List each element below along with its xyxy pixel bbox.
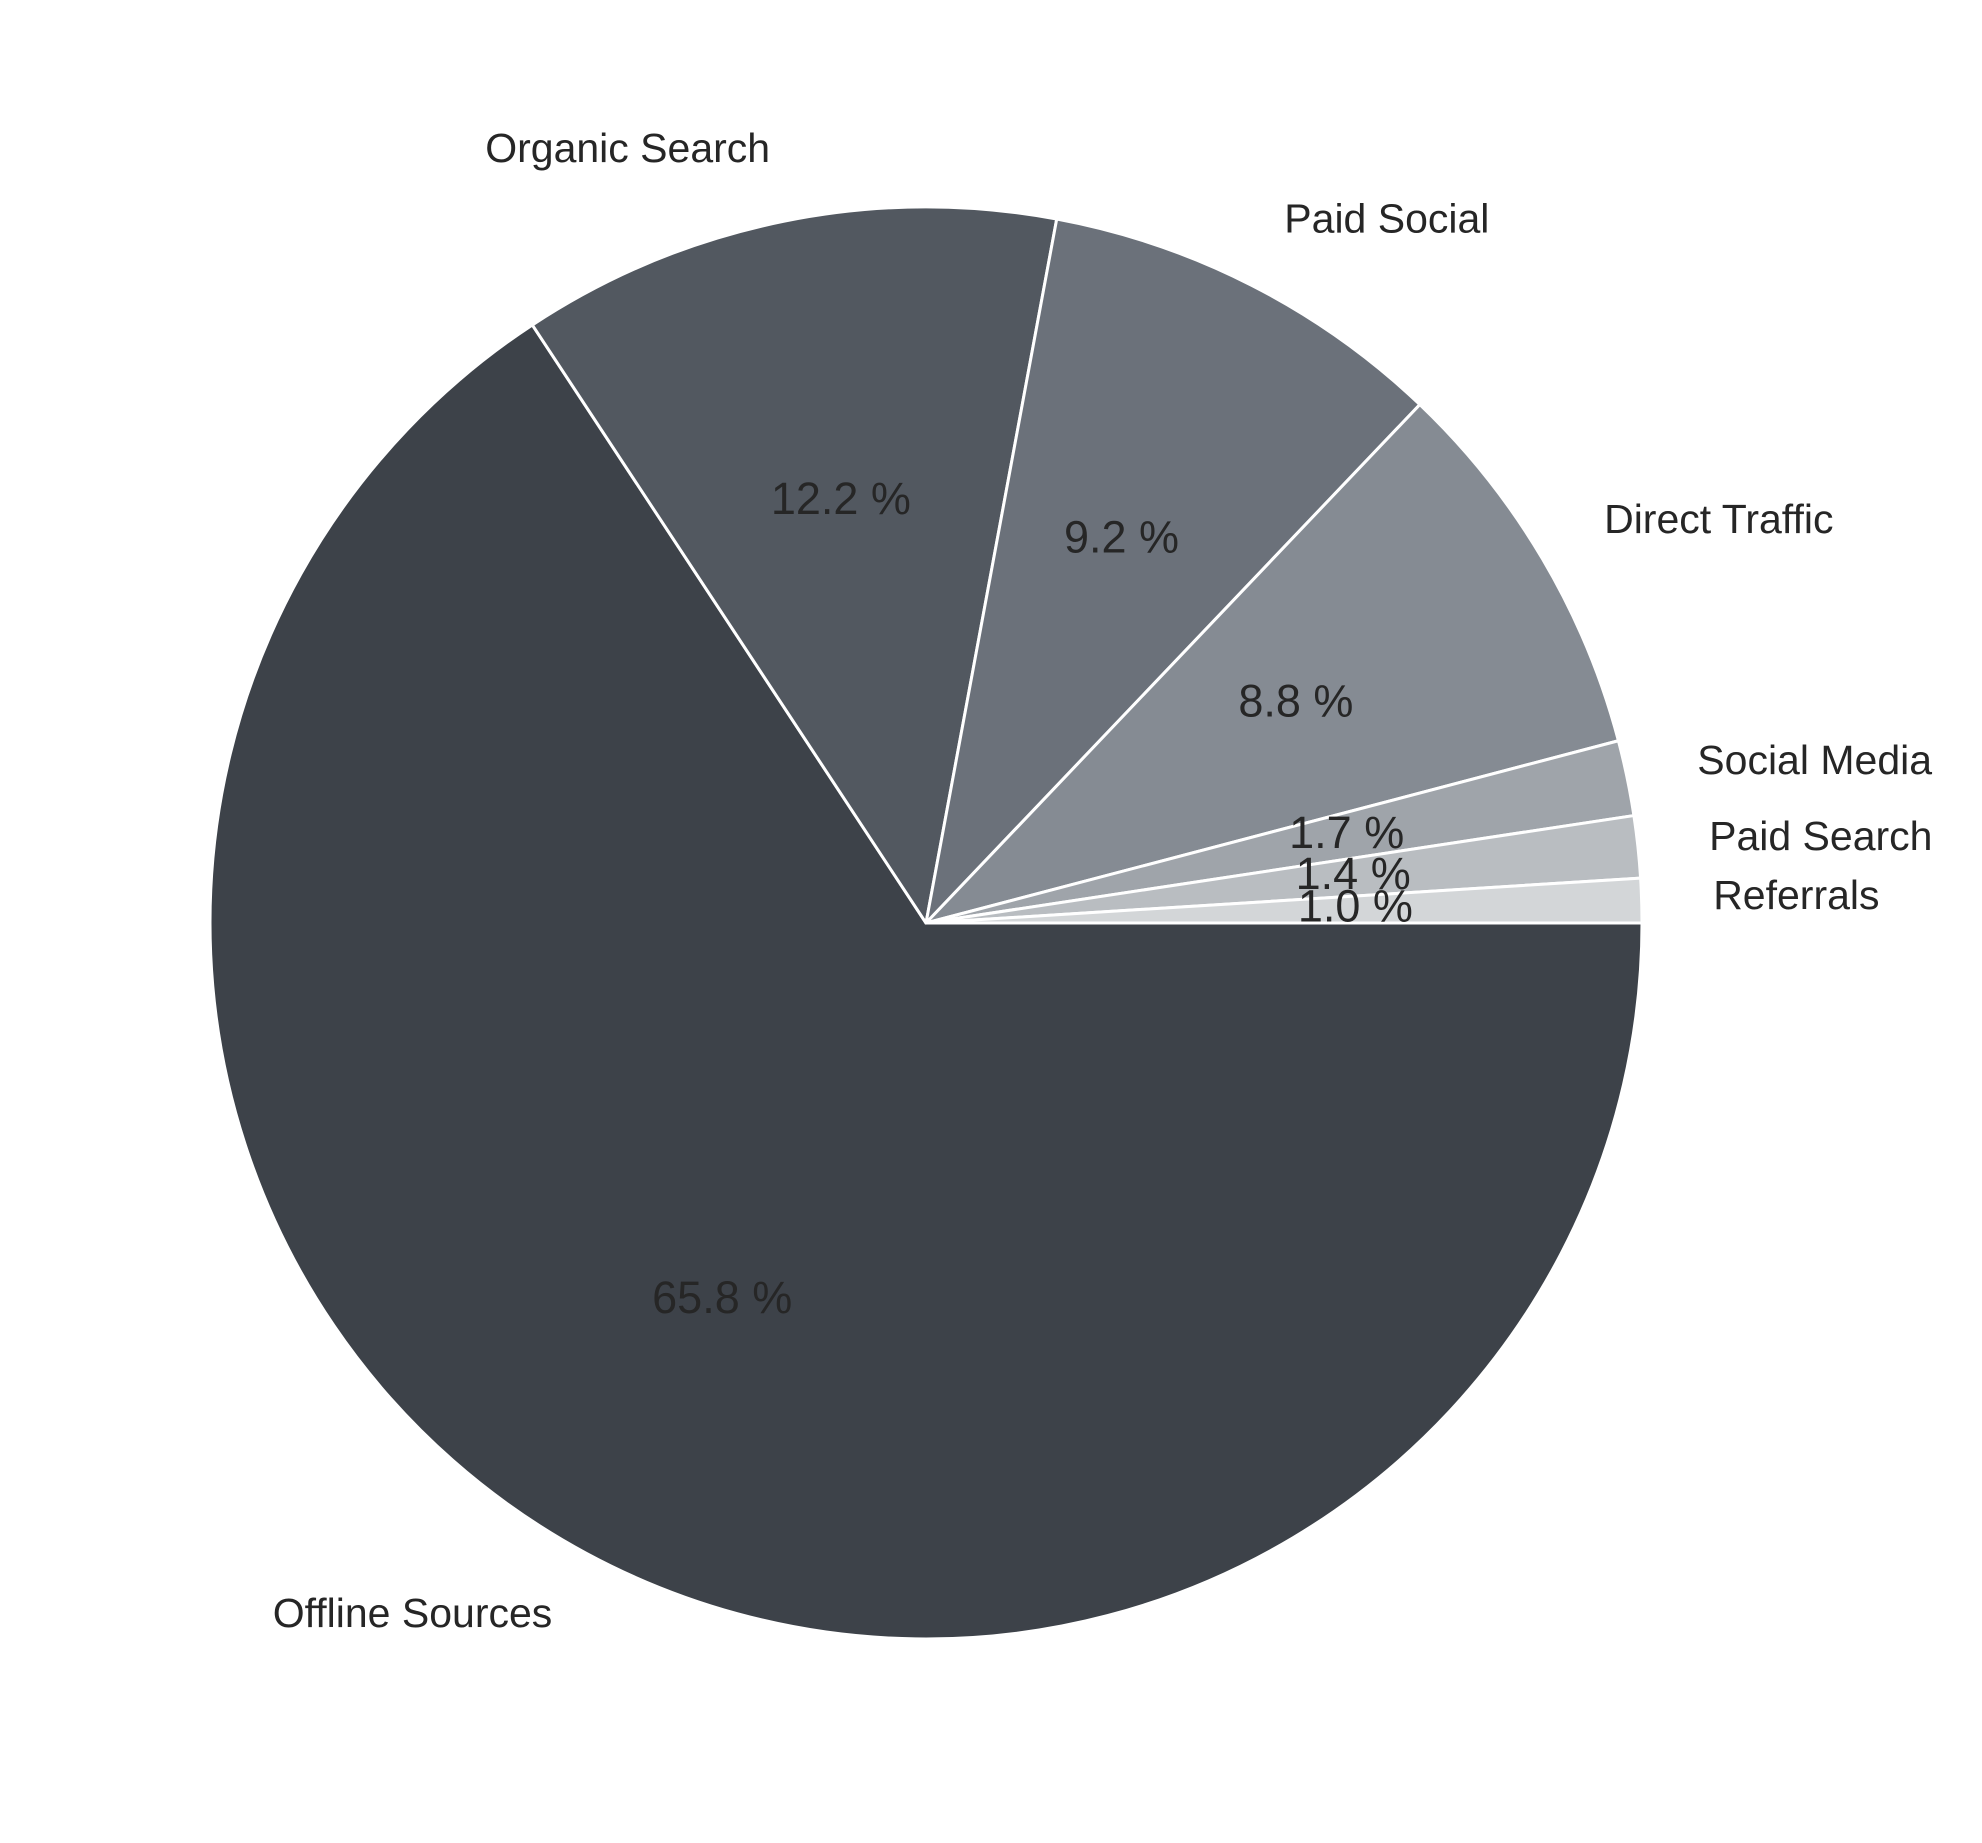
percent-label-offline-sources: 65.8 % bbox=[652, 1272, 792, 1323]
slice-organic-search bbox=[530, 205, 1059, 925]
slice-offline-sources bbox=[208, 323, 1644, 1641]
percent-labels: 65.8 % 12.2 % 9.2 % 8.8 % 1.7 %1.4 %1.0 % bbox=[652, 473, 1413, 1323]
percent-label-social-media: 1.7 % bbox=[1289, 807, 1404, 858]
slice-label-direct-traffic: Direct Traffic bbox=[1604, 496, 1833, 542]
slice-label-paid-social: Paid Social bbox=[1284, 195, 1489, 241]
slice-referrals bbox=[924, 876, 1644, 925]
slice-label-offline-sources: Offline Sources bbox=[273, 1590, 553, 1636]
percent-label-paid-search: 1.4 % bbox=[1296, 848, 1411, 899]
slice-label-paid-search: Paid Search bbox=[1709, 813, 1932, 859]
slice-labels: Offline Sources Organic Search Paid Social… bbox=[273, 125, 1933, 1636]
slice-label-organic-search: Organic Search bbox=[485, 125, 770, 171]
percent-label-paid-social: 9.2 % bbox=[1064, 511, 1179, 562]
percent-label-direct-traffic: 8.8 % bbox=[1238, 675, 1353, 726]
slice-direct-traffic bbox=[924, 403, 1620, 925]
pie-slices bbox=[208, 205, 1644, 1641]
percent-label-organic-search: 12.2 % bbox=[771, 473, 911, 524]
slice-label-referrals: Referrals bbox=[1713, 872, 1879, 918]
slice-label-social-media: Social Media bbox=[1697, 737, 1932, 783]
slice-paid-social bbox=[924, 217, 1422, 925]
percent-label-referrals: 1.0 % bbox=[1298, 880, 1413, 931]
